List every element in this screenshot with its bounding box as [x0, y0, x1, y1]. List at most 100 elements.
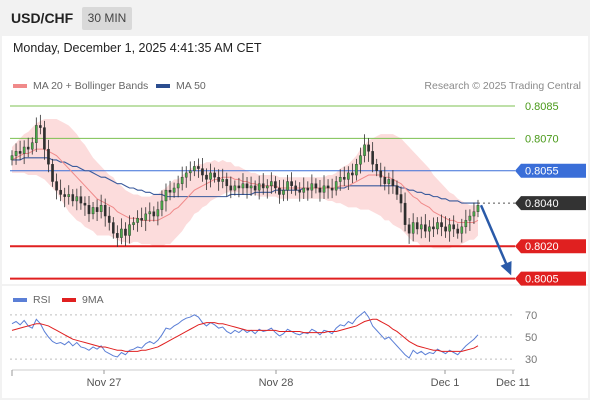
- candle-body: [148, 211, 152, 215]
- candle-body: [160, 200, 164, 210]
- candle: [391, 170, 395, 194]
- candle-body: [99, 205, 103, 212]
- candle-body: [278, 187, 281, 195]
- level-label: 0.8020: [525, 241, 559, 253]
- candle: [51, 158, 54, 187]
- candle: [261, 173, 265, 195]
- candle-body: [18, 151, 22, 154]
- candle-body: [314, 183, 318, 189]
- candle: [225, 172, 229, 197]
- candle-body: [75, 196, 79, 202]
- candle: [274, 176, 277, 194]
- candle: [43, 120, 46, 160]
- rsi-tick-label: 70: [525, 310, 537, 322]
- candle-body: [318, 187, 322, 193]
- candle-body: [140, 218, 143, 221]
- candle-body: [282, 189, 285, 195]
- candle: [318, 180, 322, 202]
- candle: [160, 190, 164, 217]
- candle-body: [188, 170, 192, 174]
- candle: [302, 177, 306, 200]
- candle: [419, 216, 423, 239]
- candle: [476, 199, 480, 218]
- candle-body: [363, 144, 366, 156]
- candle: [180, 166, 184, 191]
- candle: [310, 174, 314, 199]
- candle: [472, 202, 476, 225]
- candle-body: [452, 224, 455, 230]
- candle: [22, 140, 26, 165]
- candle-body: [379, 170, 383, 178]
- research-credit: Research © 2025 Trading Central: [424, 80, 581, 92]
- x-tick-label: Nov 28: [259, 377, 294, 389]
- candle: [411, 213, 415, 242]
- candle: [375, 158, 379, 177]
- candle-body: [383, 177, 387, 184]
- candle: [229, 176, 233, 199]
- candle-body: [43, 127, 46, 150]
- candle: [249, 176, 253, 196]
- candle-body: [237, 185, 241, 189]
- candle-body: [326, 185, 330, 189]
- candle: [347, 166, 350, 190]
- candle-body: [448, 224, 451, 232]
- ma50-label: MA 50: [176, 80, 206, 92]
- candle: [432, 217, 435, 237]
- candle: [245, 176, 249, 199]
- candle-body: [124, 228, 127, 236]
- candle: [306, 181, 310, 201]
- legend-bollinger: MA 20 + Bollinger Bands: [13, 80, 148, 92]
- price-levels: 0.8085 0.8070 0.8055 0.8040 0.8020 0.8005: [10, 101, 586, 286]
- candle-body: [229, 185, 233, 191]
- x-tick-label: Dec 11: [496, 377, 530, 389]
- candle: [444, 216, 447, 238]
- candle-body: [456, 228, 460, 234]
- candle-body: [436, 222, 439, 230]
- candle: [59, 179, 62, 202]
- rsi-tick-label: 50: [525, 332, 537, 344]
- candle: [156, 201, 160, 226]
- candle-body: [428, 226, 431, 232]
- candle-body: [330, 187, 334, 191]
- candle: [351, 163, 354, 184]
- candle-body: [310, 183, 314, 191]
- candle: [468, 209, 472, 231]
- candle: [415, 217, 419, 235]
- candle-body: [201, 168, 204, 176]
- candle-body: [355, 164, 358, 176]
- timeframe-button[interactable]: 30 MIN: [82, 7, 132, 30]
- candle: [253, 180, 257, 196]
- candle-body: [164, 189, 168, 202]
- candle-body: [63, 194, 66, 197]
- candle-body: [103, 205, 107, 217]
- candle: [460, 218, 464, 243]
- candle-body: [241, 183, 245, 189]
- candle: [83, 196, 87, 216]
- candle: [99, 194, 103, 219]
- candle-body: [265, 185, 269, 189]
- level-label-bg: [515, 271, 586, 286]
- candle-body: [347, 172, 350, 180]
- candle: [383, 166, 387, 191]
- candle-body: [51, 164, 54, 182]
- candle: [144, 207, 148, 231]
- candle-body: [71, 194, 75, 202]
- candle-body: [205, 174, 208, 180]
- candle: [30, 137, 34, 155]
- candle-body: [432, 226, 435, 230]
- candle-body: [261, 183, 265, 189]
- rsi-label: RSI: [33, 294, 51, 306]
- candle-body: [91, 207, 95, 215]
- candle-body: [476, 205, 480, 212]
- candle-body: [472, 211, 476, 217]
- candle-body: [371, 151, 374, 165]
- candle: [237, 177, 241, 198]
- candle: [456, 223, 460, 239]
- candle: [342, 166, 346, 187]
- candle: [132, 217, 135, 231]
- candle: [241, 173, 245, 195]
- candle: [294, 180, 297, 196]
- candle: [10, 150, 14, 166]
- candle-body: [403, 202, 407, 225]
